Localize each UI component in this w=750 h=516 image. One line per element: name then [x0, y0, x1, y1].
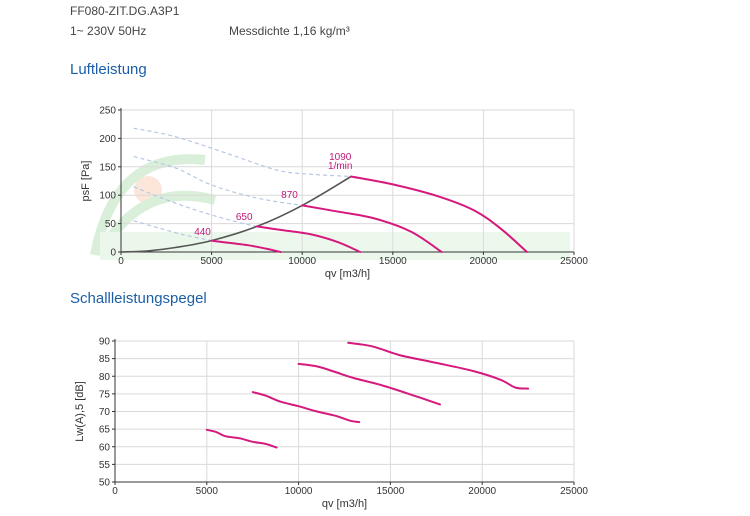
airflow-y-tick-label: 150 — [99, 162, 116, 173]
watermark-logo — [90, 154, 570, 260]
airflow-series-870 — [301, 204, 443, 253]
airflow-speed-label: 870 — [281, 190, 298, 201]
airflow-speed-label: 1090 — [329, 152, 352, 163]
sound-series-440 — [205, 428, 278, 449]
airflow-x-tick-label: 10000 — [288, 256, 316, 267]
airflow-x-tick-label: 0 — [118, 256, 124, 267]
airflow-x-axis-label: qv [m3/h] — [325, 268, 370, 280]
sound-x-tick-label: 0 — [112, 486, 118, 497]
sound-y-tick-label: 55 — [99, 460, 111, 471]
airflow-speed-label: 650 — [236, 212, 253, 223]
sound-x-tick-label: 5000 — [196, 486, 219, 497]
airflow-y-tick-label: 50 — [105, 219, 117, 230]
sound-y-tick-label: 70 — [99, 407, 111, 418]
chart-title-airflow: Luftleistung — [70, 61, 147, 78]
sound-series-1090 — [347, 341, 530, 390]
airflow-speed-label: 1/min — [328, 161, 352, 172]
sound-y-tick-label: 75 — [99, 389, 111, 400]
airflow-chart: 0 5000 10000 15000 20000 25000 0 50 100 150 200 250… — [80, 106, 588, 281]
airflow-series-650 — [255, 225, 362, 253]
airflow-y-axis-label: psF [Pa] — [80, 161, 92, 202]
sound-chart: 0 5000 10000 15000 20000 25000 50 55 60 65 70 75 80 8… — [74, 337, 588, 511]
airflow-dashed-curve — [133, 127, 352, 178]
airflow-y-tick-label: 200 — [99, 134, 116, 145]
airflow-series-1090 — [350, 175, 528, 253]
airflow-y-tick-label: 100 — [99, 191, 116, 202]
sound-series-650 — [251, 391, 361, 424]
sound-y-tick-label: 60 — [99, 442, 111, 453]
airflow-x-tick-label: 25000 — [560, 256, 588, 267]
sound-x-tick-label: 15000 — [376, 486, 404, 497]
sound-y-tick-label: 50 — [99, 478, 111, 489]
airflow-x-tick-label: 5000 — [200, 256, 223, 267]
airflow-y-tick-label: 250 — [99, 106, 116, 117]
airflow-dashed-curve — [133, 156, 303, 206]
chart-title-sound: Schallleistungspegel — [70, 290, 207, 307]
supply-spec: 1~ 230V 50Hz — [70, 24, 147, 38]
sound-y-tick-label: 80 — [99, 372, 111, 383]
sound-y-axis-label: Lw(A),5 [dB] — [74, 381, 86, 442]
sound-x-tick-label: 10000 — [285, 486, 313, 497]
model-name: FF080-ZIT.DG.A3P1 — [70, 4, 180, 18]
sound-y-tick-label: 90 — [99, 337, 111, 348]
sound-y-tick-label: 85 — [99, 354, 111, 365]
sound-y-tick-label: 65 — [99, 425, 111, 436]
sound-x-tick-label: 20000 — [468, 486, 496, 497]
airflow-y-tick-label: 0 — [110, 248, 116, 259]
airflow-series-440 — [210, 239, 282, 253]
density-spec: Messdichte 1,16 kg/m³ — [229, 24, 350, 38]
sound-x-tick-label: 25000 — [560, 486, 588, 497]
airflow-speed-label: 440 — [194, 227, 211, 238]
airflow-dashed-curve — [133, 186, 258, 227]
airflow-dashed-curve — [133, 220, 212, 242]
airflow-x-tick-label: 15000 — [379, 256, 407, 267]
sound-series-870 — [297, 362, 441, 406]
sound-x-axis-label: qv [m3/h] — [322, 498, 367, 510]
airflow-x-tick-label: 20000 — [469, 256, 497, 267]
